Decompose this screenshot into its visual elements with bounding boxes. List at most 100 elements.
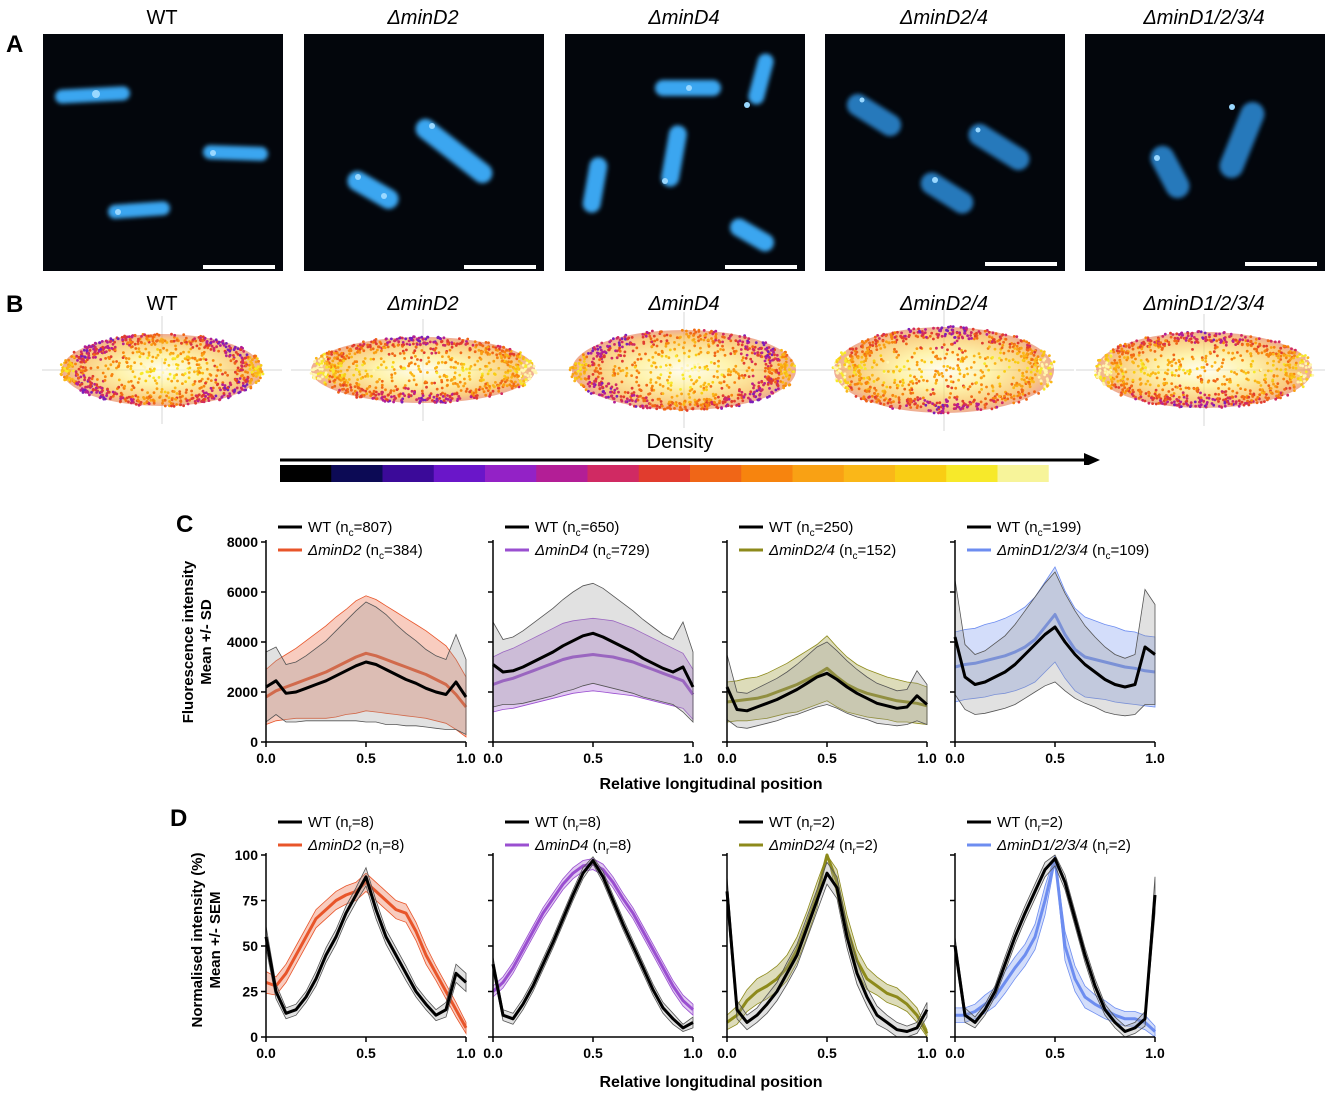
legend-entry: ΔminD4 (nr=8) (534, 837, 631, 857)
chart-c-3: 0.0 0.5 1.0 WT (nc=250) ΔminD2/4 (nc=152) (717, 519, 937, 766)
ytick-label: 50 (242, 938, 258, 954)
ytick-label: 0 (250, 1029, 258, 1045)
line-mutant-d1 (265, 880, 468, 1029)
strain-title-a-mind2: ΔminD2 (386, 7, 458, 29)
density-scale-swatch-7 (638, 465, 691, 482)
ylabel-c-line1: Fluorescence intensity (180, 560, 197, 723)
xtick-label: 1.0 (456, 1045, 476, 1061)
density-scale-swatch-8 (690, 465, 742, 482)
xtick-label: 0.0 (945, 1045, 965, 1061)
strain-title-a-mind4: ΔminD4 (647, 7, 719, 29)
xtick-label: 0.5 (1045, 1045, 1065, 1061)
density-scale-swatch-4 (485, 465, 537, 482)
legend-entry: WT (nr=2) (997, 814, 1063, 834)
xtick-label: 1.0 (456, 750, 476, 766)
line-wt-c1 (265, 660, 468, 698)
ylabel-c-line2: Mean +/- SD (198, 599, 215, 685)
xtick-label: 0.5 (583, 1045, 603, 1061)
xlabel-c: Relative longitudinal position (599, 776, 822, 793)
charts: 0.0 0.5 1.0 0 2000 4000 6000 8000 WT (nc=807) Δmi… (227, 519, 1165, 1061)
line-wt-c2 (492, 631, 695, 688)
xtick-label: 0.5 (583, 750, 603, 766)
density-scale-swatch-11 (843, 465, 896, 482)
density-scale-swatch-14 (997, 465, 1050, 482)
legend-entry: WT (nr=8) (535, 814, 601, 834)
micrograph-wt (43, 34, 283, 271)
micrograph-mind24 (825, 34, 1065, 271)
legend-entry: ΔminD2/4 (nr=2) (768, 837, 878, 857)
density-cell-mind24 (814, 309, 1074, 431)
ytick-label: 6000 (227, 584, 258, 600)
ytick-label: 75 (242, 893, 258, 909)
panel-letter-c: C (176, 511, 193, 538)
xtick-label: 1.0 (917, 750, 937, 766)
chart-c-4: 0.0 0.5 1.0 WT (nc=199) ΔminD1/2/3/4 (nc=109… (945, 519, 1165, 766)
line-mutant-d2 (491, 862, 695, 1011)
chart-d-4: 0.0 0.5 1.0 WT (nr=2) ΔminD1/2/3/4 (nr=2) (945, 814, 1165, 1061)
xtick-label: 1.0 (1145, 1045, 1165, 1061)
xtick-label: 1.0 (683, 750, 703, 766)
ytick-label: 25 (242, 984, 258, 1000)
density-scale-swatch-1 (331, 465, 383, 482)
band-wt-d3 (726, 861, 928, 1038)
chart-d-2: 0.0 0.5 1.0 WT (nr=8) ΔminD4 (nr=8) (483, 814, 703, 1061)
ylabel-d-line2: Mean +/- SEM (207, 891, 224, 988)
strain-title-a-mind1234: ΔminD1/2/3/4 (1142, 7, 1264, 29)
band-wt-c2 (492, 582, 694, 723)
xtick-label: 0.0 (717, 750, 737, 766)
density-scale-swatch-12 (895, 465, 947, 482)
strain-title-b-mind24: ΔminD2/4 (899, 293, 988, 315)
chart-c-1: 0.0 0.5 1.0 0 2000 4000 6000 8000 WT (nc=807) Δmi… (227, 519, 476, 766)
ytick-label: 100 (235, 847, 259, 863)
line-mutant-c2 (492, 653, 695, 696)
legend-entry: WT (nc=250) (769, 519, 853, 539)
ylabel-d: Normalised intensity (%) Mean +/- SEM (189, 852, 224, 1027)
ytick-label: 8000 (227, 534, 258, 550)
legend-entry: ΔminD4 (nc=729) (534, 542, 650, 562)
density-color-scale (280, 465, 1101, 482)
xtick-label: 0.5 (1045, 750, 1065, 766)
chart-c-2: 0.0 0.5 1.0 WT (nc=650) ΔminD4 (nc=729) (483, 519, 703, 766)
legend-entry: ΔminD1/2/3/4 (nr=2) (996, 837, 1131, 857)
panel-letter-b: B (6, 291, 23, 318)
density-scale-swatch-3 (433, 465, 486, 482)
micrograph-mind4 (565, 34, 805, 271)
line-mutant-c1 (265, 651, 468, 708)
xtick-label: 0.0 (256, 750, 276, 766)
legend-entry: ΔminD2 (nr=8) (307, 837, 404, 857)
chart-d-1: 0.0 0.5 1.0 0 25 50 75 100 WT (nr=8) ΔminD2 (nr=8… (235, 814, 476, 1061)
line-wt-d1 (264, 875, 468, 1017)
line-wt-c3 (725, 671, 928, 713)
ylabel-c: Fluorescence intensity Mean +/- SD (180, 560, 215, 723)
ytick-label: 0 (250, 734, 258, 750)
panel-b-density-maps (42, 309, 1325, 431)
band-mutant-d1 (265, 872, 467, 1035)
band-wt-c1 (265, 601, 467, 736)
density-scale-swatch-6 (587, 465, 640, 482)
micrograph-mind2 (304, 34, 544, 271)
strain-title-b-mind4: ΔminD4 (647, 293, 719, 315)
density-cell-wt (42, 316, 282, 424)
legend-entry: ΔminD2/4 (nc=152) (768, 542, 896, 562)
xtick-label: 0.5 (356, 1045, 376, 1061)
legend-entry: WT (nr=2) (769, 814, 835, 834)
xtick-label: 0.5 (817, 750, 837, 766)
density-arrow (280, 453, 1100, 467)
panel-a-titles: WT ΔminD2 ΔminD4 ΔminD2/4 ΔminD1/2/3/4 (146, 7, 1264, 29)
band-wt-d1 (265, 866, 467, 1022)
ytick-label: 2000 (227, 684, 258, 700)
density-scale-swatch-5 (536, 465, 588, 482)
legend-entry: WT (nr=8) (308, 814, 374, 834)
xtick-label: 0.0 (483, 750, 503, 766)
density-label: Density (647, 431, 714, 453)
strain-title-a-mind24: ΔminD2/4 (899, 7, 988, 29)
xtick-label: 1.0 (1145, 750, 1165, 766)
band-mutant-d2 (492, 858, 694, 1017)
line-wt-d2 (491, 859, 694, 1030)
strain-title-b-mind1234: ΔminD1/2/3/4 (1142, 293, 1264, 315)
line-wt-c4 (953, 625, 1156, 689)
density-scale-swatch-15 (1048, 465, 1101, 482)
density-scale-swatch-13 (946, 465, 998, 482)
band-mutant-c1 (265, 595, 467, 738)
